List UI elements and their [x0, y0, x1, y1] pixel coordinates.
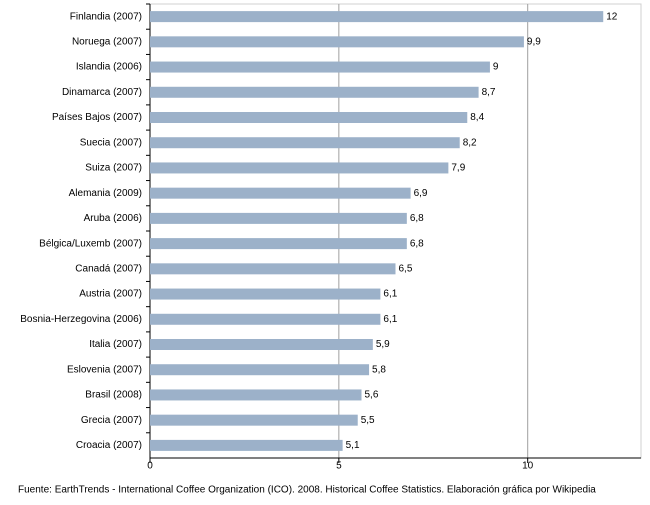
- value-label: 6,9: [414, 188, 428, 199]
- bar: [150, 11, 604, 23]
- bar: [150, 263, 396, 275]
- bar: [150, 212, 407, 224]
- source-note: Fuente: EarthTrends - International Coff…: [18, 485, 596, 496]
- value-label: 6,1: [383, 289, 397, 300]
- y-tick-label: Bélgica/Luxemb (2007): [39, 238, 142, 249]
- bar: [150, 238, 407, 250]
- bar: [150, 61, 490, 73]
- y-tick-label: Canadá (2007): [75, 263, 142, 274]
- value-label: 9,9: [527, 36, 541, 47]
- value-label: 6,8: [410, 238, 424, 249]
- y-tick-label: Suecia (2007): [80, 137, 142, 148]
- value-label: 5,9: [376, 339, 390, 350]
- bar: [150, 86, 479, 98]
- bar: [150, 187, 411, 199]
- y-tick-label: Suiza (2007): [85, 163, 142, 174]
- value-label: 8,2: [463, 137, 477, 148]
- bar: [150, 414, 358, 426]
- bar: [150, 36, 524, 48]
- y-tick-label: Noruega (2007): [72, 36, 142, 47]
- bar: [150, 364, 370, 376]
- value-label: 5,1: [346, 440, 360, 451]
- y-tick-label: Islandia (2006): [76, 62, 142, 73]
- value-label: 5,8: [372, 364, 386, 375]
- x-tick-label: 10: [522, 461, 534, 472]
- bar: [150, 339, 373, 350]
- y-tick-label: Alemania (2009): [69, 188, 142, 199]
- y-tick-label: Bosnia-Herzegovina (2006): [20, 314, 142, 325]
- y-tick-label: Países Bajos (2007): [52, 112, 142, 123]
- y-tick-label: Italia (2007): [89, 339, 142, 350]
- value-label: 7,9: [451, 163, 465, 174]
- bar: [150, 439, 343, 451]
- y-tick-label: Dinamarca (2007): [62, 87, 142, 98]
- bar: [150, 313, 381, 325]
- value-label: 5,6: [365, 390, 379, 401]
- value-label: 5,5: [361, 415, 375, 426]
- bar: [150, 137, 460, 149]
- bar: [150, 112, 468, 123]
- y-tick-label: Eslovenia (2007): [67, 364, 142, 375]
- bar: [150, 288, 381, 300]
- value-label: 9: [493, 62, 499, 73]
- value-label: 6,1: [383, 314, 397, 325]
- value-label: 6,8: [410, 213, 424, 224]
- y-tick-label: Aruba (2006): [84, 213, 142, 224]
- value-label: 8,4: [470, 112, 484, 123]
- value-label: 8,7: [482, 87, 496, 98]
- y-tick-label: Austria (2007): [79, 289, 142, 300]
- bar: [150, 162, 449, 174]
- y-tick-label: Brasil (2008): [85, 390, 142, 401]
- y-tick-label: Croacia (2007): [76, 440, 142, 451]
- value-label: 12: [606, 11, 618, 22]
- x-tick-label: 0: [147, 461, 153, 472]
- value-label: 6,5: [399, 263, 413, 274]
- x-tick-label: 5: [336, 461, 342, 472]
- y-tick-label: Grecia (2007): [81, 415, 142, 426]
- y-tick-label: Finlandia (2007): [70, 11, 142, 22]
- bar: [150, 389, 362, 401]
